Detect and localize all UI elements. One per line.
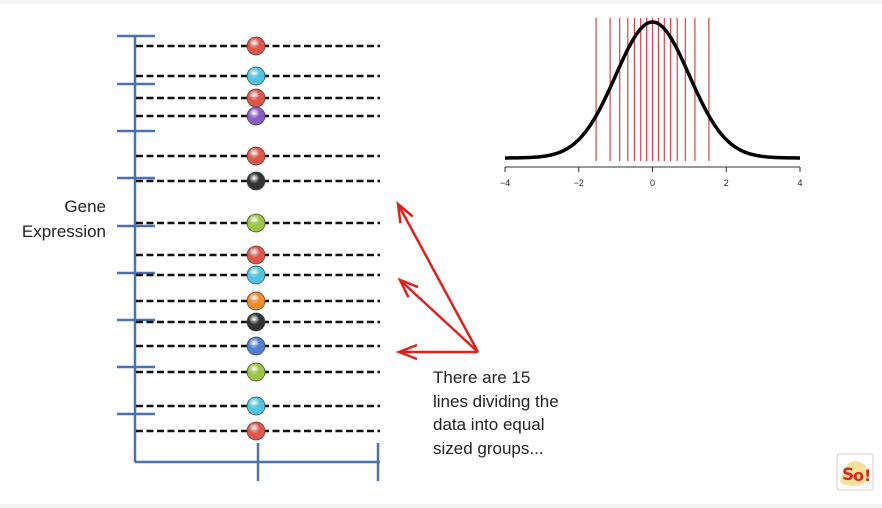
chart-tick-label: −4 [500,178,510,188]
arrow-shaft [399,279,479,353]
data-point [246,291,266,311]
chart-tick-label: 2 [724,178,729,188]
data-point [246,265,266,285]
data-point [246,336,266,356]
data-point [246,36,266,56]
data-point [246,213,266,233]
arrow-head [395,343,418,361]
pointer-arrows [395,200,480,361]
svg-text:o!: o! [853,466,871,485]
caption-line: lines dividing the [433,391,559,411]
axis-label-gene: Gene [64,197,106,216]
data-point [246,171,266,191]
axis-label-expression: Expression [21,222,106,241]
gene-expression-axis [117,34,380,481]
data-point [246,106,266,126]
normal-distribution-chart: −4 −2 0 2 4 [500,18,803,188]
arrow-head [397,277,419,298]
chart-tick-label: 0 [650,178,655,188]
caption-text: There are 15 lines dividing the data int… [433,366,633,460]
logo-icon: S o! [836,453,874,491]
chart-tick-label: 4 [797,178,802,188]
arrow-shaft [396,203,480,353]
density-curve [504,20,801,160]
data-point [246,146,266,166]
caption-line: data into equal [433,415,545,434]
caption-line: There are 15 [433,368,531,387]
caption-line: sized groups... [433,438,544,458]
chart-tick-label: −2 [574,178,584,188]
data-point [246,362,266,382]
data-point [246,88,266,108]
svg-text:S: S [842,465,854,485]
data-point [246,312,266,332]
data-point [246,66,266,86]
data-point [246,421,266,441]
data-points [246,36,266,441]
data-point [246,396,266,416]
arrow-head [396,200,414,224]
data-point [246,245,266,265]
